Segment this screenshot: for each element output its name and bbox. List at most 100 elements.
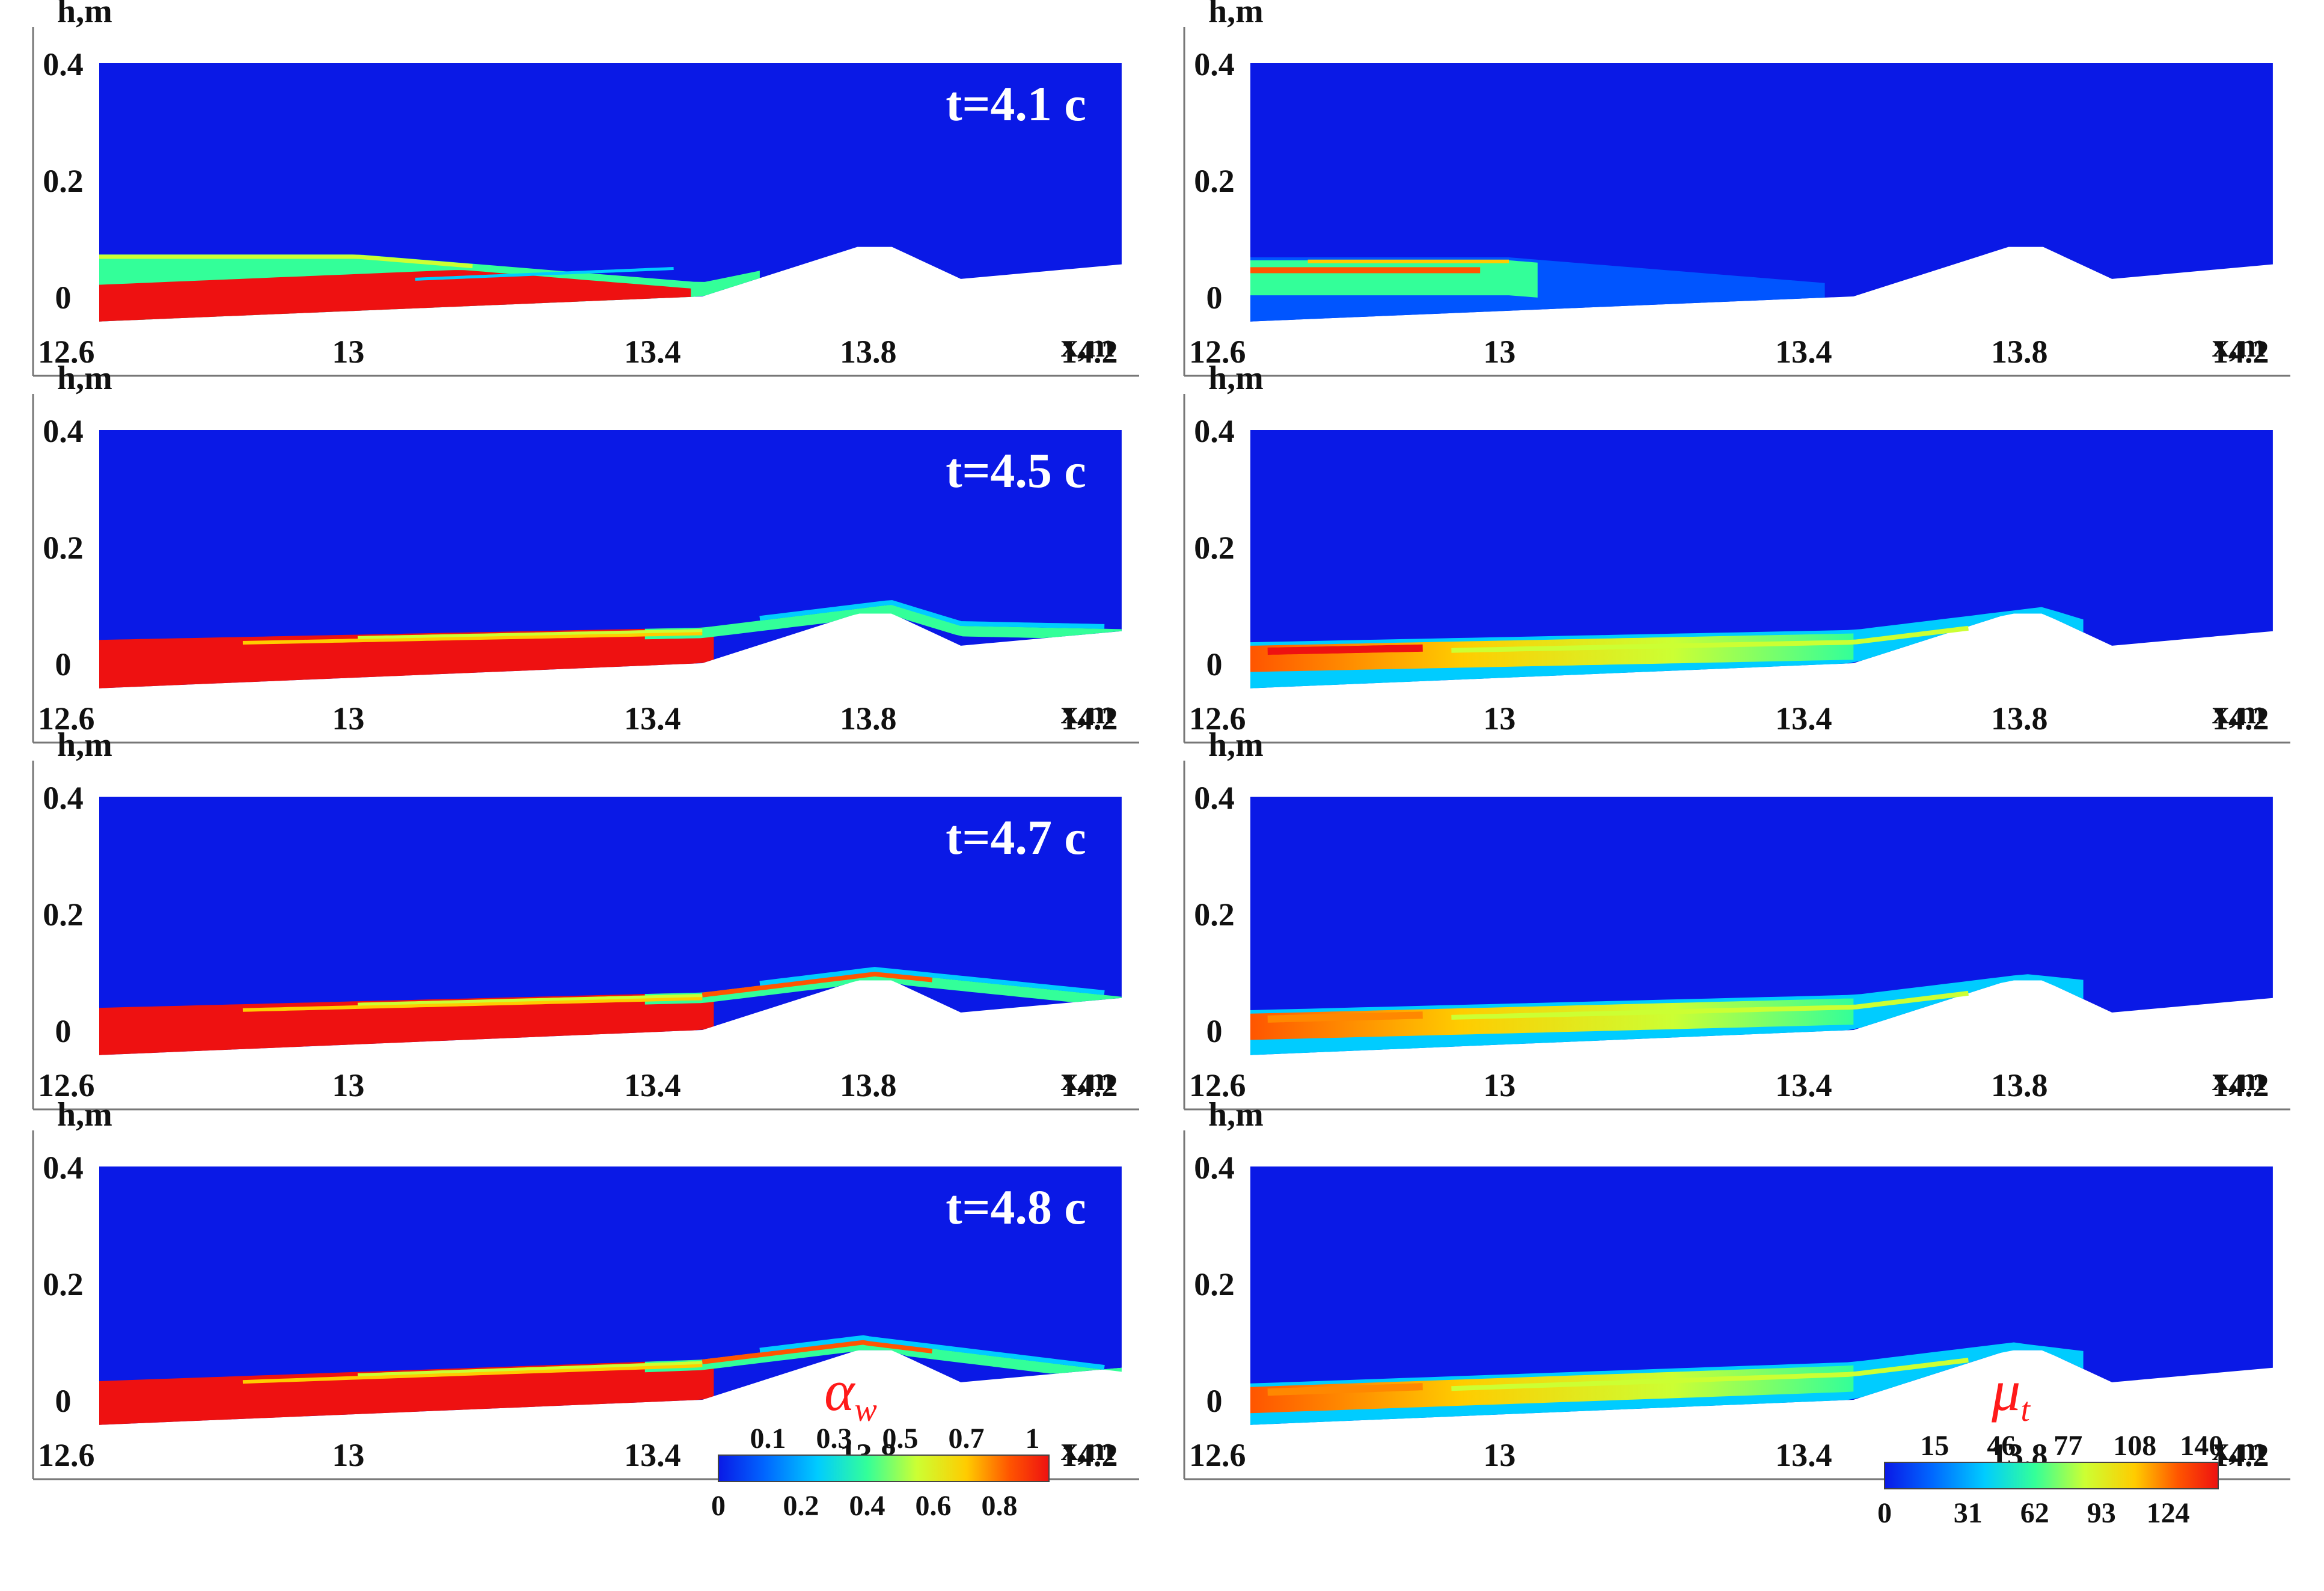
mu-core bbox=[1267, 1011, 1424, 1023]
mu-core bbox=[1267, 1383, 1424, 1396]
y-tick-label: 0.2 bbox=[1194, 163, 1235, 199]
y-tick-label: 0.2 bbox=[1194, 530, 1235, 566]
y-tick-label: 0 bbox=[55, 1013, 72, 1049]
x-tick-label: 12.6 bbox=[38, 700, 95, 737]
colorbar-bottom-tick: 0.6 bbox=[916, 1490, 952, 1522]
y-tick-label: 0.2 bbox=[43, 1266, 84, 1302]
colorbar-bottom-tick: 0.2 bbox=[783, 1490, 819, 1522]
y-axis-label: h,m bbox=[1208, 360, 1264, 397]
flow-domain bbox=[99, 797, 1122, 1055]
x-tick-label: 14.2 bbox=[1061, 334, 1118, 370]
colorbar-gradient bbox=[718, 1455, 1050, 1482]
alpha-interface bbox=[99, 254, 473, 269]
y-axis-label: h,m bbox=[57, 726, 112, 764]
x-tick-label: 14.2 bbox=[1061, 1437, 1118, 1473]
colorbar-top-tick: 0.1 bbox=[750, 1423, 786, 1455]
y-tick-label: 0.4 bbox=[43, 46, 84, 82]
y-axis-label: h,m bbox=[1208, 726, 1264, 764]
x-tick-label: 13.8 bbox=[1991, 1067, 2048, 1103]
colorbar-symbol: μt bbox=[1991, 1358, 2031, 1429]
x-tick-label: 13 bbox=[1483, 1437, 1515, 1473]
colorbar-top-tick: 0.3 bbox=[816, 1423, 852, 1455]
colorbar-bottom-tick: 0 bbox=[711, 1490, 726, 1522]
x-tick-label: 13.8 bbox=[840, 700, 897, 737]
x-axis-label: x,m bbox=[1061, 694, 1115, 731]
x-tick-label: 12.6 bbox=[1189, 1067, 1246, 1103]
x-tick-label: 14.2 bbox=[2212, 1437, 2269, 1473]
y-tick-label: 0.4 bbox=[43, 780, 84, 816]
mu-core bbox=[1267, 644, 1424, 655]
alpha-crest-streak bbox=[702, 1340, 933, 1364]
flow-domain bbox=[99, 430, 1122, 688]
x-tick-label: 13.8 bbox=[1991, 700, 2048, 737]
flow-domain bbox=[99, 1166, 1122, 1425]
colorbar-bottom-tick: 93 bbox=[2087, 1497, 2116, 1529]
panel-3-right: 0.4 0.2 0 h,m 12.6 13 13.4 13.8 14.2x,m bbox=[1183, 726, 2290, 1111]
y-tick-label: 0 bbox=[55, 646, 72, 682]
x-tick-label: 13 bbox=[1483, 1067, 1515, 1103]
x-tick-label: 13 bbox=[1483, 334, 1515, 370]
x-tick-label: 13.4 bbox=[624, 334, 681, 370]
x-tick-label: 13.4 bbox=[624, 1067, 681, 1103]
colorbar-top-tick: 140 bbox=[2180, 1430, 2223, 1462]
colorbar-top-tick: 1 bbox=[1026, 1423, 1040, 1455]
colorbar-bottom-tick: 0.8 bbox=[982, 1490, 1018, 1522]
colorbar-bottom-tick: 31 bbox=[1954, 1497, 1983, 1529]
colorbar-subscript: t bbox=[2020, 1391, 2031, 1429]
x-tick-label: 14.2 bbox=[1061, 1067, 1118, 1103]
x-tick-label: 13.4 bbox=[1775, 1437, 1832, 1473]
y-tick-label: 0.2 bbox=[1194, 1266, 1235, 1302]
y-tick-label: 0.2 bbox=[1194, 897, 1235, 933]
x-tick-label: 13.8 bbox=[840, 334, 897, 370]
x-tick-label: 14.2 bbox=[2212, 1067, 2269, 1103]
x-axis-label: x,m bbox=[2212, 1061, 2266, 1098]
colorbar-bottom-tick: 0 bbox=[1877, 1497, 1892, 1529]
colorbar-top-tick: 15 bbox=[1920, 1430, 1949, 1462]
colorbar-symbol: αw bbox=[824, 1358, 877, 1429]
x-tick-label: 12.6 bbox=[38, 334, 95, 370]
alpha-streak bbox=[357, 1361, 703, 1376]
y-tick-label: 0.4 bbox=[1194, 46, 1235, 82]
y-tick-label: 0.4 bbox=[1194, 413, 1235, 449]
colorbar-bottom-tick: 0.4 bbox=[849, 1490, 885, 1522]
y-tick-label: 0.2 bbox=[43, 897, 84, 933]
y-axis-label: h,m bbox=[57, 360, 112, 397]
x-axis-label: x,m bbox=[2212, 694, 2266, 731]
mu-streak bbox=[1451, 1358, 1969, 1391]
panel-2-right: 0.4 0.2 0 h,m 12.6 13 13.4 13.8 14.2x,m bbox=[1183, 360, 2290, 744]
alpha-streak bbox=[357, 994, 703, 1006]
y-tick-label: 0.4 bbox=[1194, 780, 1235, 816]
y-tick-label: 0.2 bbox=[43, 530, 84, 566]
x-tick-label: 13.4 bbox=[1775, 334, 1832, 370]
colorbar-bottom-tick: 124 bbox=[2147, 1497, 2190, 1529]
alpha-mixing-layer bbox=[644, 604, 1122, 640]
panel-4-right: 0.40.20h,m12.6 13 13.4 13.8 14.2x,m bbox=[1183, 1096, 2290, 1480]
time-label: t=4.5 c bbox=[946, 443, 1086, 498]
x-axis-label: x,m bbox=[2212, 327, 2266, 364]
x-axis-label: x,m bbox=[1061, 327, 1115, 364]
alpha-spray bbox=[759, 1335, 1105, 1370]
panel-2-left: t=4.5 c 0.4 0.2 0 h,m 12.6 13 13.4 13.8 14.2x,m bbox=[32, 360, 1139, 744]
flow-domain bbox=[1250, 797, 2273, 1055]
colorbar-top-tick: 46 bbox=[1987, 1430, 2016, 1462]
colorbar-alpha: αw 0.1 0.3 0.5 0.7 1 0 0.2 0.4 0.6 0.8 bbox=[711, 1358, 1050, 1522]
y-axis-label: h,m bbox=[57, 0, 112, 30]
alpha-crest-streak bbox=[702, 971, 933, 998]
x-tick-label: 13 bbox=[332, 1067, 364, 1103]
x-tick-label: 13.4 bbox=[624, 700, 681, 737]
alpha-water-core bbox=[99, 1358, 714, 1425]
panel-3-left: t=4.7 c 0.4 0.2 0 h,m 12.6 13 13.4 13.8 14.2x,m bbox=[32, 726, 1139, 1111]
time-label: t=4.1 c bbox=[946, 76, 1086, 131]
x-tick-label: 13 bbox=[332, 700, 364, 737]
colorbar-top-tick: 0.7 bbox=[949, 1423, 985, 1455]
x-tick-label: 13.8 bbox=[1991, 334, 2048, 370]
colorbar-gradient bbox=[1884, 1462, 2219, 1489]
alpha-interface bbox=[242, 631, 703, 645]
flow-domain bbox=[1250, 430, 2273, 688]
y-tick-label: 0 bbox=[1206, 1383, 1223, 1419]
y-tick-label: 0.4 bbox=[43, 1150, 84, 1186]
x-tick-label: 14.2 bbox=[1061, 700, 1118, 737]
colorbar-subscript: w bbox=[855, 1391, 877, 1429]
x-tick-label: 12.6 bbox=[1189, 334, 1246, 370]
